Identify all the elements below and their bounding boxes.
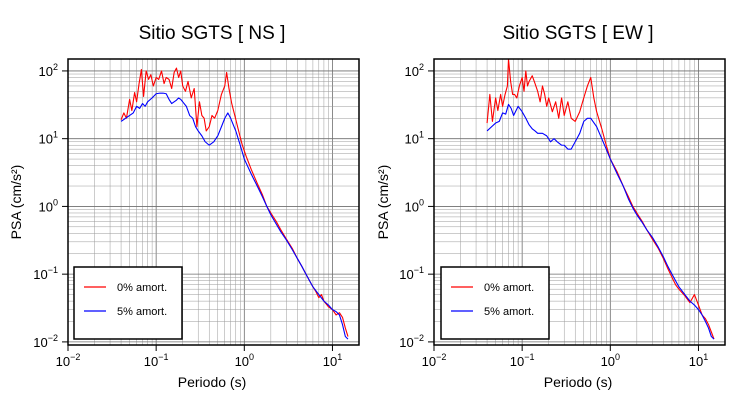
x-tick-label: 10−2 bbox=[422, 352, 447, 369]
y-tick-label: 101 bbox=[405, 130, 424, 147]
axis-ticks: 10−2 10−1 100 101 10−2 10−1 100 101 102 bbox=[33, 62, 342, 369]
x-tick-label: 10−1 bbox=[144, 352, 169, 369]
chart-title: Sitio SGTS [ EW ] bbox=[503, 23, 654, 44]
y-axis-label: PSA (cm/s²) bbox=[8, 165, 24, 240]
x-tick-label: 101 bbox=[323, 352, 342, 369]
axis-ticks: 10−2 10−1 100 101 10−2 10−1 100 101 102 bbox=[399, 62, 708, 369]
legend-label-0: 0% amort. bbox=[117, 282, 167, 294]
series-line-0 bbox=[486, 58, 715, 340]
y-tick-label: 101 bbox=[39, 130, 58, 147]
y-tick-label: 10−2 bbox=[33, 333, 58, 350]
chart-title: Sitio SGTS [ NS ] bbox=[139, 23, 286, 44]
y-tick-label: 10−2 bbox=[399, 333, 424, 350]
y-tick-label: 102 bbox=[405, 62, 424, 79]
legend-box bbox=[73, 266, 183, 340]
y-axis-label: PSA (cm/s²) bbox=[375, 165, 391, 240]
chart-ew: Sitio SGTS [ EW ] 10−2 10−1 100 101 10−2 10−1… bbox=[375, 23, 726, 390]
x-tick-label: 100 bbox=[601, 352, 620, 369]
y-tick-label: 10−1 bbox=[399, 265, 424, 282]
series-lines bbox=[120, 67, 349, 340]
x-tick-label: 101 bbox=[689, 352, 708, 369]
legend-label-0: 0% amort. bbox=[484, 282, 534, 294]
x-axis-label: Periodo (s) bbox=[178, 374, 246, 390]
x-tick-label: 100 bbox=[235, 352, 254, 369]
series-line-1 bbox=[486, 103, 715, 340]
chart-ns: Sitio SGTS [ NS ] 10−2 10−1 100 101 10−2 10−1… bbox=[8, 23, 360, 390]
x-tick-label: 10−2 bbox=[56, 352, 81, 369]
plot-frame bbox=[67, 58, 360, 346]
x-tick-label: 10−1 bbox=[510, 352, 535, 369]
legend: 0% amort. 5% amort. bbox=[440, 266, 550, 340]
y-tick-label: 100 bbox=[405, 197, 424, 214]
legend-label-1: 5% amort. bbox=[484, 306, 534, 318]
legend-box bbox=[440, 266, 550, 340]
series-lines bbox=[486, 58, 715, 340]
plot-frame bbox=[433, 58, 726, 346]
y-tick-label: 100 bbox=[39, 197, 58, 214]
series-line-1 bbox=[120, 92, 349, 340]
y-tick-label: 10−1 bbox=[33, 265, 58, 282]
x-axis-label: Periodo (s) bbox=[544, 374, 612, 390]
y-tick-label: 102 bbox=[39, 62, 58, 79]
legend-label-1: 5% amort. bbox=[117, 306, 167, 318]
legend: 0% amort. 5% amort. bbox=[73, 266, 183, 340]
